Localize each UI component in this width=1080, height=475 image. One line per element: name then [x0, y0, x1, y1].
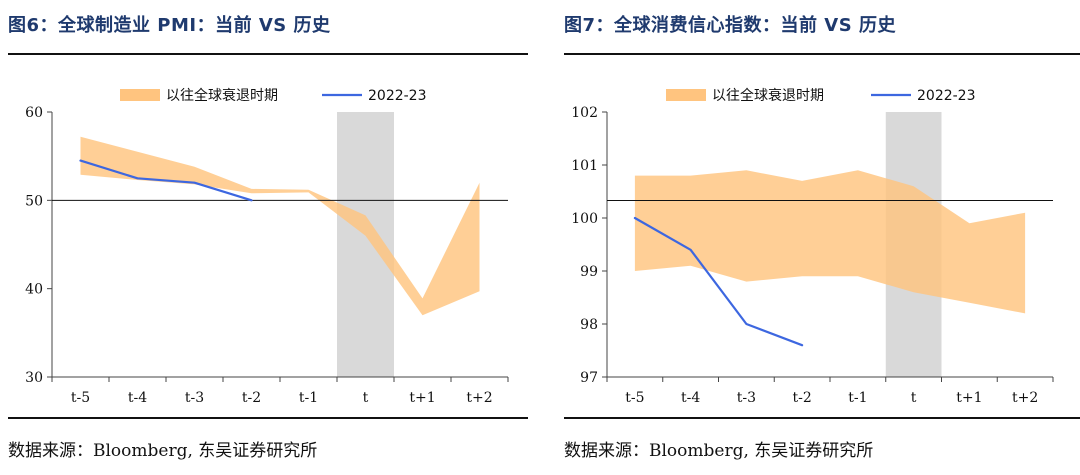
legend-swatch-band — [120, 89, 160, 101]
series-line-2022-23 — [633, 216, 804, 347]
source-en: Bloomberg, — [649, 441, 749, 461]
y-tick-label: 97 — [580, 370, 598, 386]
x-tick-label: t+2 — [466, 390, 492, 406]
source-note: 数据来源：Bloomberg, 东吴证券研究所 — [564, 436, 873, 461]
bottom-rule — [8, 417, 528, 419]
series-line-2022-23 — [79, 159, 253, 202]
y-tick-label: 40 — [25, 282, 43, 298]
series-band-recession-range — [634, 170, 1026, 314]
x-tick-label: t-3 — [737, 390, 756, 406]
source-en: Bloomberg, — [93, 441, 193, 461]
legend-label-line: 2022-23 — [368, 88, 427, 104]
chart-title: 图7：全球消费信心指数：当前 VS 历史 — [564, 15, 896, 36]
x-tick-label: t-4 — [681, 390, 700, 406]
x-tick-label: t-1 — [848, 390, 867, 406]
legend-swatch-band — [666, 89, 706, 101]
x-tick-label: t-2 — [242, 390, 261, 406]
chart-svg-pmi: 30 40 50 60 t-5 t-4 t-3 t-2 t-1 t t+1 t+2 以往全球衰退时期 20… — [25, 87, 509, 406]
x-tick-label: t+2 — [1012, 390, 1038, 406]
chart-panel-confidence: 图7：全球消费信心指数：当前 VS 历史 97 98 99 100 101 102 t-5 t… — [556, 0, 1080, 475]
x-tick-label: t-4 — [128, 390, 147, 406]
x-tick-label: t-2 — [792, 390, 811, 406]
y-tick-label: 102 — [571, 105, 598, 121]
title-rule — [8, 53, 528, 55]
legend-label-band: 以往全球衰退时期 — [712, 87, 824, 104]
chart-panel-pmi: 图6：全球制造业 PMI：当前 VS 历史 30 40 50 60 t-5 t-4 t-3 t… — [0, 0, 528, 475]
y-tick-label: 99 — [580, 264, 598, 280]
y-tick-label: 98 — [580, 317, 598, 333]
x-tick-label: t-3 — [185, 390, 204, 406]
y-tick-label: 101 — [571, 158, 598, 174]
y-tick-label: 60 — [25, 105, 43, 121]
x-tick-label: t — [363, 390, 369, 406]
x-tick-label: t-5 — [71, 390, 90, 406]
legend-label-line: 2022-23 — [917, 88, 976, 104]
y-tick-label: 30 — [25, 370, 43, 386]
source-cn: 东吴证券研究所 — [748, 441, 874, 461]
y-tick-label: 100 — [571, 211, 598, 227]
x-tick-label: t-1 — [299, 390, 318, 406]
title-rule — [564, 53, 1080, 55]
x-tick-label: t — [911, 390, 917, 406]
x-tick-label: t+1 — [956, 390, 982, 406]
y-tick-label: 50 — [25, 193, 43, 209]
series-band-recession-range — [80, 136, 480, 316]
chart-svg-confidence: 97 98 99 100 101 102 t-5 t-4 t-3 t-2 t-1 t t+1 t+2 以往全… — [571, 87, 1054, 406]
x-tick-label: t+1 — [409, 390, 435, 406]
chart-title: 图6：全球制造业 PMI：当前 VS 历史 — [8, 15, 331, 36]
bottom-rule — [564, 417, 1080, 419]
source-note: 数据来源：Bloomberg, 东吴证券研究所 — [8, 436, 317, 461]
legend-label-band: 以往全球衰退时期 — [166, 87, 278, 104]
source-label: 数据来源： — [564, 441, 649, 461]
source-cn: 东吴证券研究所 — [192, 441, 318, 461]
source-label: 数据来源： — [8, 441, 93, 461]
x-tick-label: t-5 — [625, 390, 644, 406]
